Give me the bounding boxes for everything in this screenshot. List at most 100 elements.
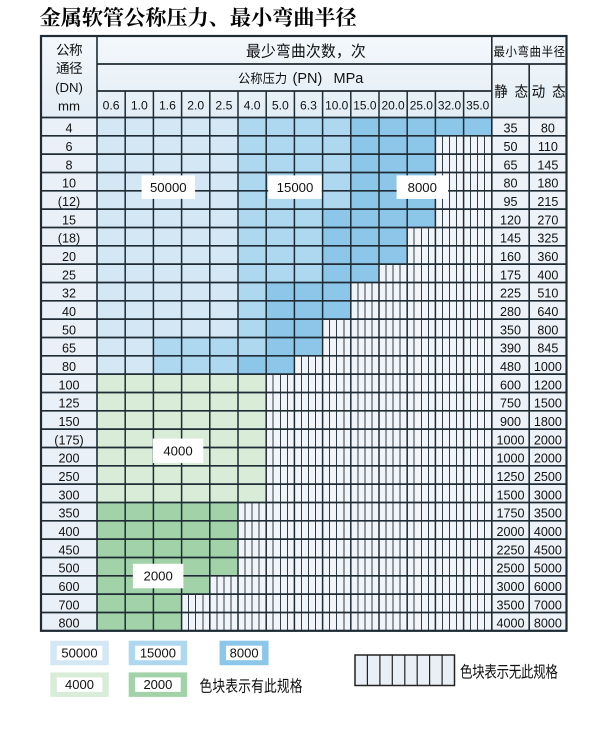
svg-text:4000: 4000 xyxy=(65,677,94,692)
svg-text:50000: 50000 xyxy=(150,180,187,195)
svg-text:2000: 2000 xyxy=(534,433,562,447)
svg-text:800: 800 xyxy=(58,617,79,631)
svg-text:845: 845 xyxy=(537,342,558,356)
svg-text:10: 10 xyxy=(62,177,76,191)
svg-text:750: 750 xyxy=(500,397,521,411)
svg-text:10.0: 10.0 xyxy=(325,99,348,113)
svg-text:640: 640 xyxy=(537,305,558,319)
svg-text:1500: 1500 xyxy=(534,397,562,411)
svg-text:4000: 4000 xyxy=(496,617,524,631)
svg-text:15000: 15000 xyxy=(140,646,176,661)
svg-text:2.0: 2.0 xyxy=(187,99,204,113)
svg-text:80: 80 xyxy=(62,360,76,374)
svg-text:150: 150 xyxy=(58,415,79,429)
svg-text:80: 80 xyxy=(541,122,555,136)
svg-text:1250: 1250 xyxy=(496,470,524,484)
svg-text:8000: 8000 xyxy=(230,646,259,661)
svg-text:8000: 8000 xyxy=(408,180,437,195)
svg-text:400: 400 xyxy=(537,268,558,282)
svg-text:450: 450 xyxy=(58,543,79,557)
svg-text:20: 20 xyxy=(62,250,76,264)
svg-text:700: 700 xyxy=(58,598,79,612)
svg-text:15.0: 15.0 xyxy=(353,99,376,113)
svg-text:4500: 4500 xyxy=(534,543,562,557)
svg-text:5.0: 5.0 xyxy=(272,99,289,113)
svg-text:6000: 6000 xyxy=(534,580,562,594)
svg-text:4000: 4000 xyxy=(534,525,562,539)
svg-text:390: 390 xyxy=(500,342,521,356)
svg-text:160: 160 xyxy=(500,250,521,264)
svg-text:1000: 1000 xyxy=(496,433,524,447)
svg-text:2000: 2000 xyxy=(534,452,562,466)
svg-text:360: 360 xyxy=(537,250,558,264)
svg-text:215: 215 xyxy=(537,195,558,209)
svg-text:6.3: 6.3 xyxy=(300,99,317,113)
svg-text:500: 500 xyxy=(58,562,79,576)
svg-text:120: 120 xyxy=(500,213,521,227)
svg-text:6: 6 xyxy=(65,140,72,154)
svg-text:125: 125 xyxy=(58,397,79,411)
svg-text:4.0: 4.0 xyxy=(244,99,261,113)
svg-text:250: 250 xyxy=(58,470,79,484)
svg-text:0.6: 0.6 xyxy=(103,99,120,113)
svg-text:50000: 50000 xyxy=(61,646,97,661)
svg-text:200: 200 xyxy=(58,452,79,466)
svg-text:95: 95 xyxy=(503,195,517,209)
svg-text:35.0: 35.0 xyxy=(466,99,489,113)
svg-text:mm: mm xyxy=(58,98,80,113)
svg-text:8000: 8000 xyxy=(534,617,562,631)
svg-text:65: 65 xyxy=(503,158,517,172)
svg-text:(12): (12) xyxy=(58,195,80,209)
svg-text:(DN): (DN) xyxy=(55,80,83,95)
svg-text:3000: 3000 xyxy=(534,488,562,502)
svg-text:350: 350 xyxy=(58,507,79,521)
svg-text:300: 300 xyxy=(58,488,79,502)
svg-text:3500: 3500 xyxy=(534,507,562,521)
svg-text:7000: 7000 xyxy=(534,598,562,612)
svg-text:32.0: 32.0 xyxy=(438,99,461,113)
svg-text:8: 8 xyxy=(65,158,72,172)
svg-text:15000: 15000 xyxy=(277,180,314,195)
svg-text:4000: 4000 xyxy=(163,444,192,459)
svg-text:350: 350 xyxy=(500,323,521,337)
svg-text:110: 110 xyxy=(538,140,558,154)
svg-text:2000: 2000 xyxy=(496,525,524,539)
svg-text:600: 600 xyxy=(500,378,521,392)
svg-text:100: 100 xyxy=(58,378,79,392)
svg-text:480: 480 xyxy=(500,360,521,374)
svg-text:225: 225 xyxy=(500,287,521,301)
svg-text:4: 4 xyxy=(65,122,72,136)
svg-text:510: 510 xyxy=(537,287,558,301)
svg-text:1750: 1750 xyxy=(496,507,524,521)
svg-text:15: 15 xyxy=(62,213,76,227)
svg-text:1800: 1800 xyxy=(534,415,562,429)
svg-text:3500: 3500 xyxy=(496,598,524,612)
svg-text:80: 80 xyxy=(503,177,517,191)
svg-text:MPa: MPa xyxy=(334,71,365,87)
svg-text:50: 50 xyxy=(503,140,517,154)
svg-text:145: 145 xyxy=(537,158,558,172)
svg-text:25: 25 xyxy=(62,268,76,282)
svg-text:1.0: 1.0 xyxy=(131,99,148,113)
svg-text:50: 50 xyxy=(62,323,76,337)
svg-text:(PN): (PN) xyxy=(293,71,323,87)
svg-text:5000: 5000 xyxy=(534,562,562,576)
svg-text:280: 280 xyxy=(500,305,521,319)
svg-text:1000: 1000 xyxy=(496,452,524,466)
svg-text:2500: 2500 xyxy=(496,562,524,576)
svg-text:(175): (175) xyxy=(54,433,83,447)
svg-text:(18): (18) xyxy=(58,232,80,246)
svg-text:2000: 2000 xyxy=(144,569,173,584)
svg-text:325: 325 xyxy=(537,232,558,246)
svg-text:800: 800 xyxy=(537,323,558,337)
svg-text:20.0: 20.0 xyxy=(382,99,405,113)
svg-text:32: 32 xyxy=(62,287,76,301)
svg-text:400: 400 xyxy=(58,525,79,539)
svg-text:145: 145 xyxy=(500,232,521,246)
svg-text:1.6: 1.6 xyxy=(159,99,176,113)
svg-text:2250: 2250 xyxy=(496,543,524,557)
svg-text:600: 600 xyxy=(58,580,79,594)
svg-text:40: 40 xyxy=(62,305,76,319)
svg-text:900: 900 xyxy=(500,415,521,429)
svg-text:1200: 1200 xyxy=(534,378,562,392)
